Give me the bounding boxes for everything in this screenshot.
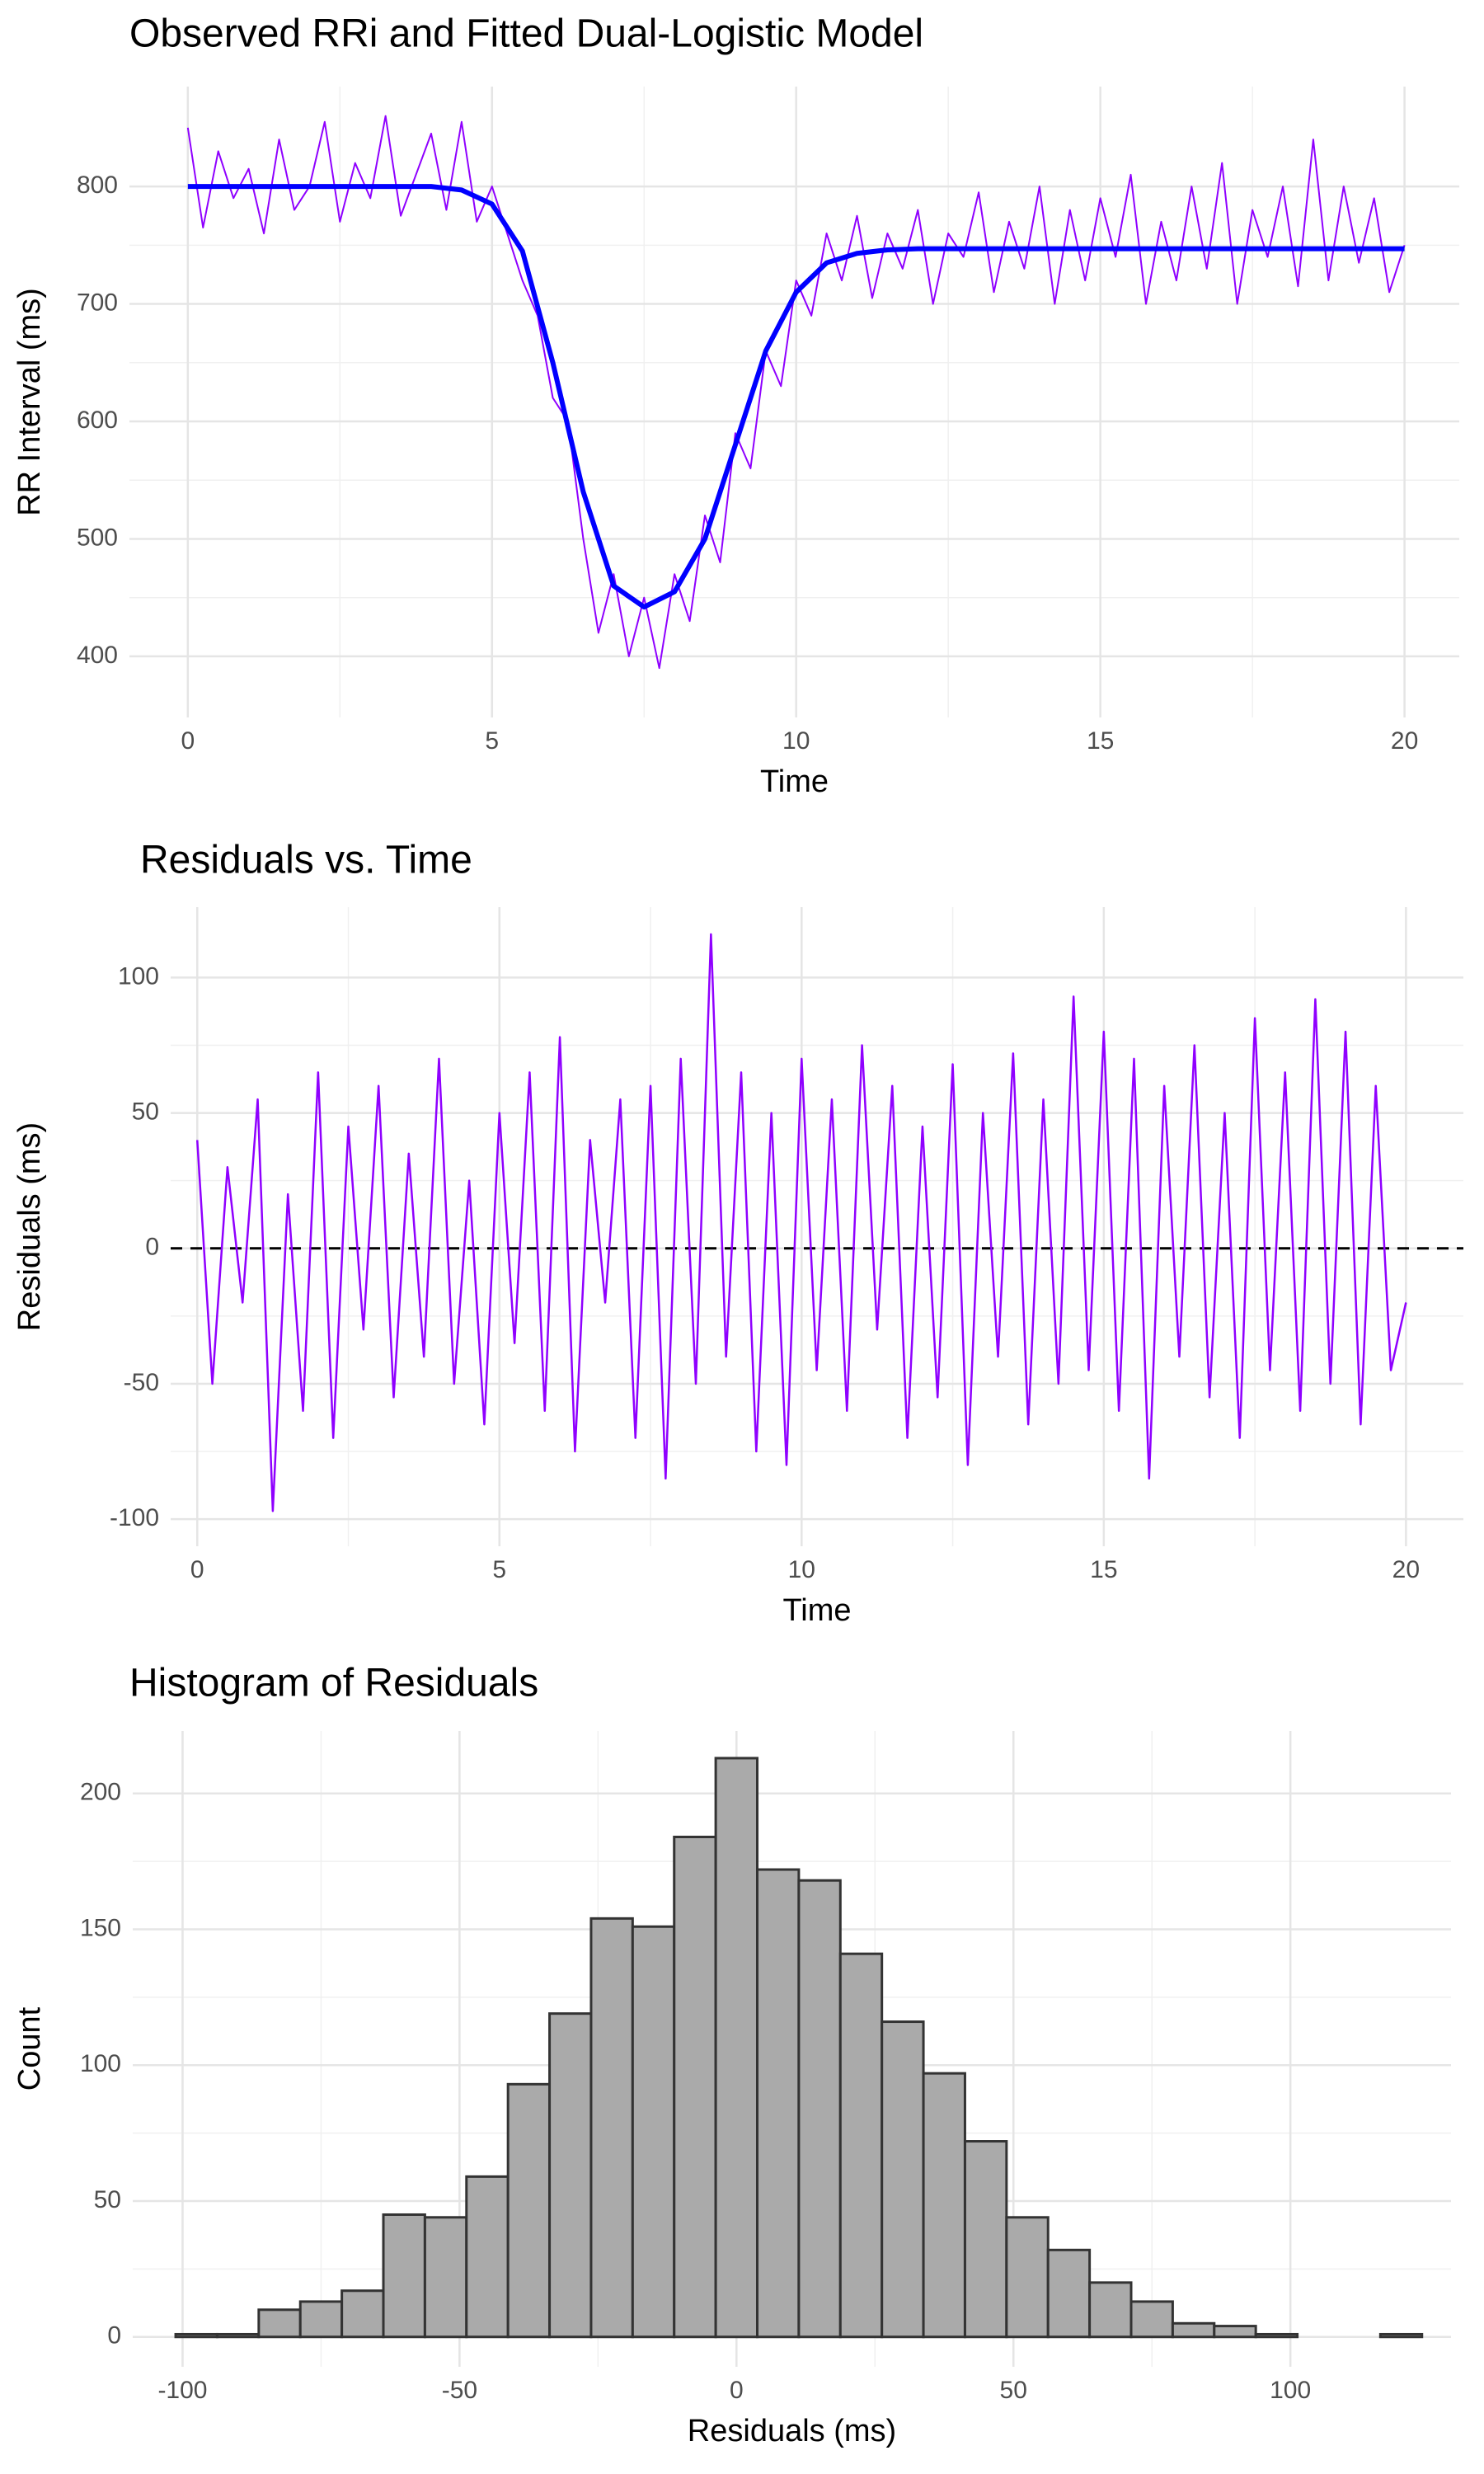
x-tick-label: 0 (190, 1556, 204, 1583)
x-tick-label: 0 (730, 2377, 744, 2404)
x-tick-label: 15 (1087, 727, 1114, 755)
histogram-bar (548, 2012, 593, 2339)
x-axis-title: Time (782, 1593, 851, 1628)
x-tick-label: 10 (788, 1556, 815, 1583)
chart-title: Histogram of Residuals (129, 1662, 538, 1705)
histogram-bar (714, 1757, 759, 2339)
y-tick-label: 700 (77, 289, 118, 316)
series-line (187, 184, 1405, 610)
x-tick-label: -50 (442, 2377, 477, 2404)
histogram-bar (257, 2308, 302, 2339)
x-axis-title: Time (760, 764, 829, 799)
y-tick-label: 150 (80, 1914, 121, 1941)
y-tick-label: 0 (145, 1234, 159, 1261)
y-tick-label: 100 (118, 962, 159, 990)
histogram-bar (1088, 2281, 1133, 2339)
y-tick-label: 200 (80, 1779, 121, 1806)
x-tick-label: -100 (157, 2377, 207, 2404)
histogram-bar (382, 2213, 426, 2339)
histogram-bar (1129, 2300, 1174, 2339)
series-line (196, 933, 1407, 1512)
histogram-bar (1213, 2325, 1257, 2339)
chart-title: Residuals vs. Time (140, 839, 472, 882)
x-tick-label: 5 (485, 727, 499, 755)
y-tick-label: 100 (80, 2050, 121, 2077)
histogram-bar (963, 2140, 1008, 2339)
histogram-bar (340, 2289, 385, 2339)
histogram-bar (1046, 2248, 1092, 2339)
y-tick-label: 600 (77, 407, 118, 434)
histogram-bar (922, 2072, 966, 2339)
y-tick-label: 0 (107, 2322, 121, 2349)
histogram-bar (1254, 2332, 1299, 2339)
histogram-bar (673, 1836, 717, 2339)
histogram-bar (589, 1917, 634, 2339)
x-tick-label: 100 (1270, 2377, 1311, 2404)
histogram-bar (1378, 2332, 1424, 2339)
histogram-bar (1171, 2321, 1216, 2339)
x-axis-title: Residuals (ms) (688, 2414, 896, 2448)
y-tick-label: 50 (132, 1098, 159, 1125)
y-tick-label: 800 (77, 172, 118, 199)
y-axis-title: Count (12, 2006, 47, 2091)
x-tick-label: 20 (1392, 1556, 1420, 1583)
x-tick-label: 15 (1090, 1556, 1117, 1583)
histogram-bar (506, 2082, 552, 2339)
series-line (186, 115, 1406, 670)
histogram-bar (838, 1952, 884, 2339)
histogram-bar (298, 2300, 344, 2339)
chart-title: Observed RRi and Fitted Dual-Logistic Mo… (129, 12, 923, 56)
y-tick-label: 50 (94, 2186, 121, 2213)
histogram-bar (1005, 2216, 1050, 2339)
x-tick-label: 50 (1000, 2377, 1027, 2404)
histogram-bar (423, 2216, 468, 2339)
y-tick-label: 400 (77, 642, 118, 669)
histogram-bar (174, 2332, 218, 2339)
histogram-bar (215, 2332, 261, 2339)
y-tick-label: 500 (77, 524, 118, 551)
x-tick-label: 20 (1391, 727, 1418, 755)
histogram-bar (797, 1879, 842, 2339)
histogram-bar (756, 1868, 801, 2339)
y-tick-label: -50 (124, 1369, 159, 1396)
histogram-bar (631, 1925, 676, 2339)
histogram-bar (881, 2020, 925, 2339)
x-tick-label: 10 (782, 727, 810, 755)
histogram-bar (465, 2175, 510, 2339)
x-tick-label: 5 (492, 1556, 506, 1583)
x-tick-label: 0 (181, 727, 195, 755)
y-axis-title: Residuals (ms) (12, 1122, 47, 1331)
y-tick-label: -100 (110, 1504, 159, 1531)
y-axis-title: RR Interval (ms) (12, 288, 47, 516)
